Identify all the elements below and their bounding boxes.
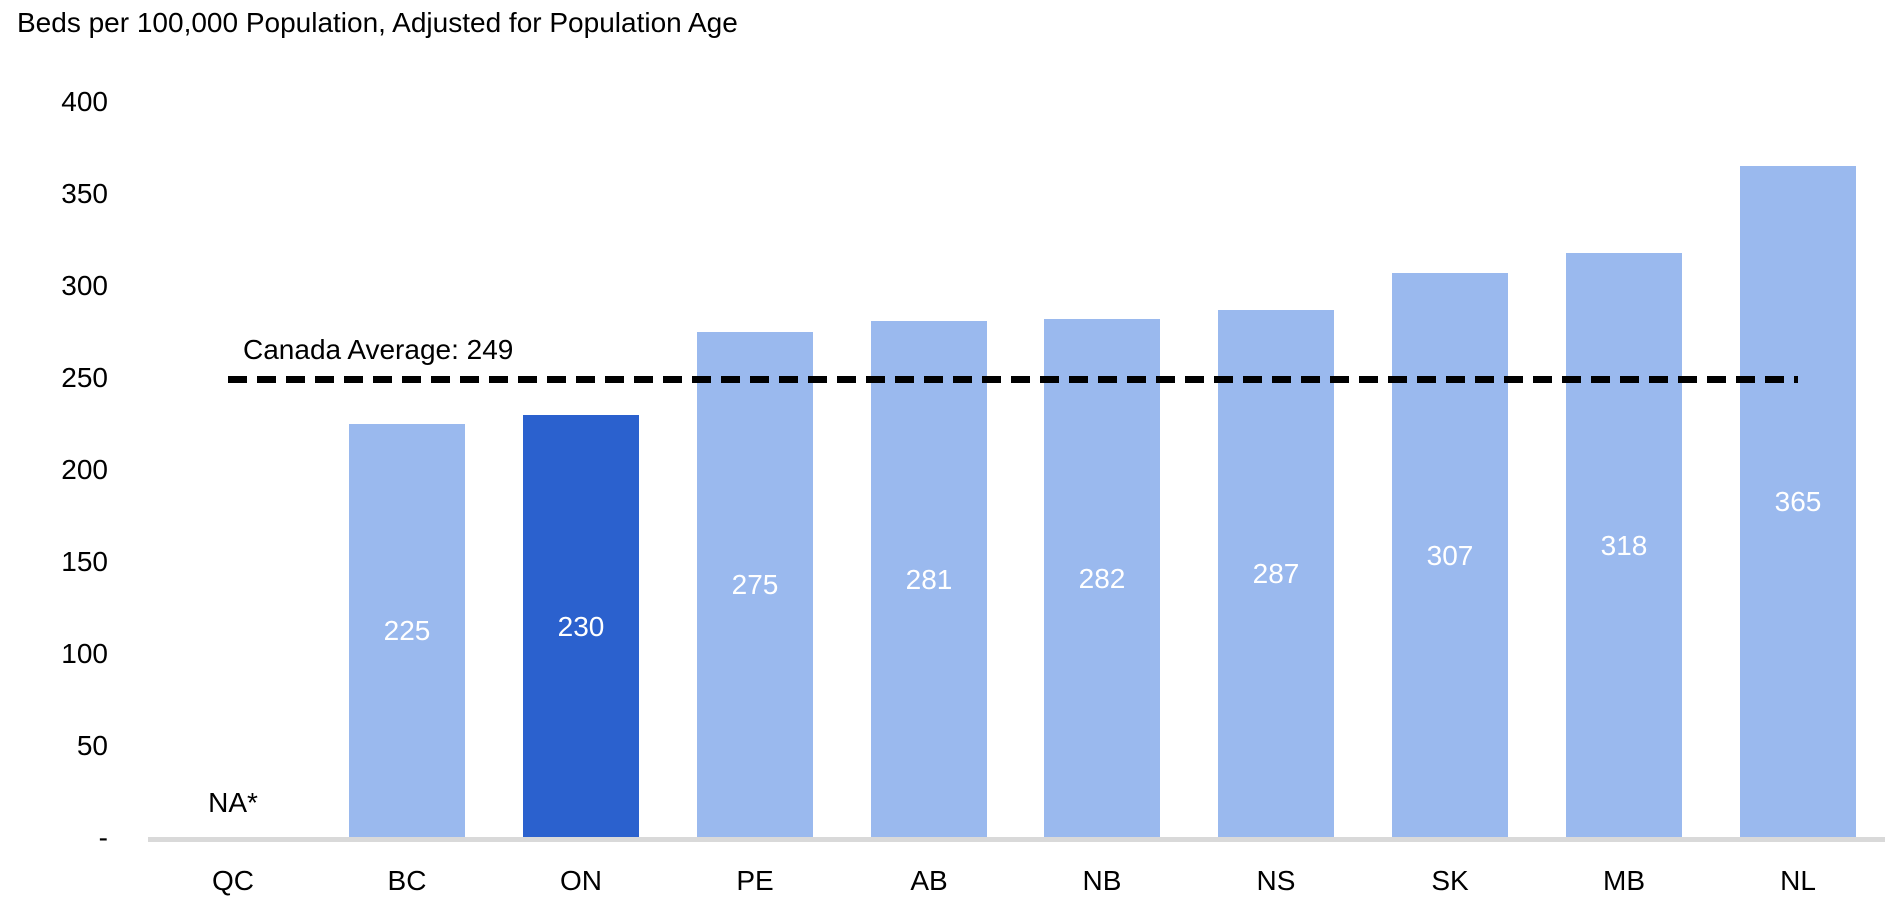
y-axis-tick-label: -: [98, 822, 108, 853]
bar-pe: 275: [697, 332, 813, 838]
bar-ns: 287: [1218, 310, 1334, 838]
reference-line: [228, 376, 1798, 383]
bar-nb: 282: [1044, 319, 1160, 838]
bar-value-label: 230: [557, 610, 605, 642]
x-axis-line: [148, 837, 1885, 842]
x-axis-label-sk: SK: [1431, 865, 1469, 896]
missing-value-label: NA*: [208, 787, 258, 818]
y-axis-tick-label: 50: [76, 730, 108, 761]
bar-value-label: 307: [1426, 539, 1474, 571]
bar-ab: 281: [871, 321, 987, 838]
bar-value-label: 365: [1774, 486, 1822, 517]
x-axis-label-nl: NL: [1780, 865, 1816, 896]
y-axis-tick-label: 200: [61, 454, 108, 485]
y-axis-tick-label: 400: [61, 86, 108, 117]
x-axis-label-pe: PE: [736, 865, 774, 896]
bar-value-label: 282: [1078, 562, 1126, 594]
bar-mb: 318: [1566, 253, 1682, 838]
x-axis-label-bc: BC: [387, 865, 427, 896]
bar-value-label: 275: [731, 569, 779, 600]
chart-title: Beds per 100,000 Population, Adjusted fo…: [17, 7, 738, 38]
y-axis-tick-label: 350: [61, 178, 108, 209]
bar-sk: 307: [1392, 273, 1508, 838]
bar-value-label: 318: [1600, 529, 1648, 561]
bar-bc: 225: [349, 424, 465, 838]
bar-on: 230: [523, 415, 639, 838]
reference-line-label: Canada Average: 249: [243, 334, 514, 365]
bar-nl: 365: [1740, 166, 1856, 838]
x-axis-label-nb: NB: [1082, 865, 1122, 896]
x-axis-label-ns: NS: [1256, 865, 1296, 896]
y-axis-tick-label: 250: [61, 362, 108, 393]
x-axis-label-on: ON: [560, 865, 602, 896]
y-axis-tick-label: 100: [61, 638, 108, 669]
y-axis-tick-label: 150: [61, 546, 108, 577]
x-axis-label-mb: MB: [1603, 865, 1645, 896]
bar-value-label: 281: [905, 563, 953, 595]
y-axis-tick-label: 300: [61, 270, 108, 301]
bar-value-label: 287: [1252, 558, 1300, 589]
x-axis-label-ab: AB: [910, 865, 948, 896]
x-axis-label-qc: QC: [212, 865, 254, 896]
bar-value-label: 225: [383, 615, 431, 646]
